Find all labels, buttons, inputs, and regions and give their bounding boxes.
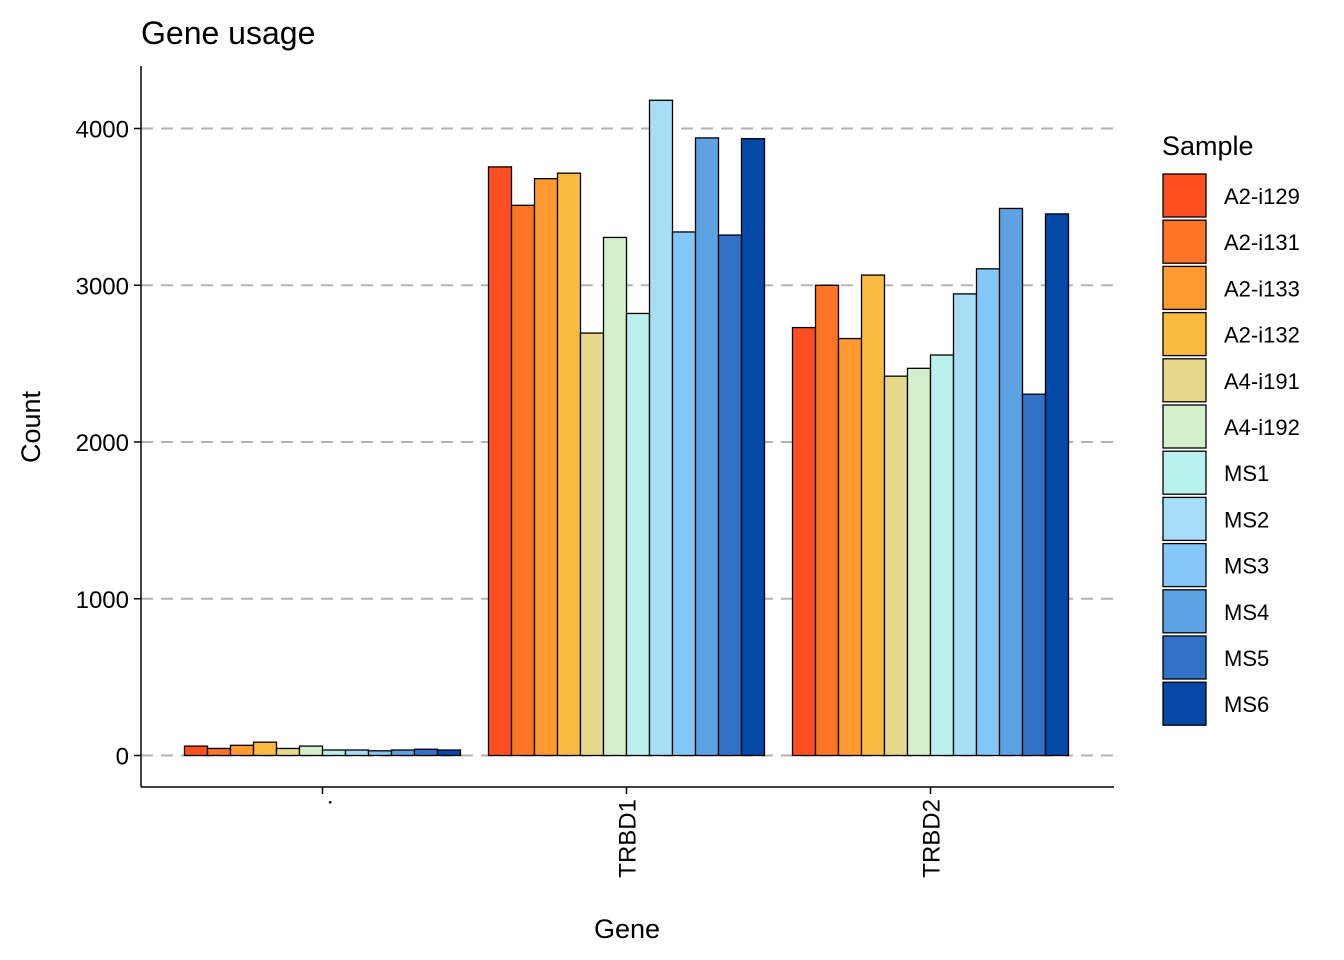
y-axis-title: Count xyxy=(16,390,46,463)
legend-label: A2-i132 xyxy=(1224,323,1300,348)
bar-a2-i132-trbd1 xyxy=(556,172,582,757)
bar-a2-i131-trbd1 xyxy=(510,204,536,757)
bar-ms4-dot xyxy=(390,749,416,757)
bar-ms1-dot xyxy=(321,749,347,757)
legend-swatch xyxy=(1162,635,1207,680)
legend-swatch xyxy=(1162,681,1207,726)
legend-swatch xyxy=(1162,219,1207,264)
legend: Sample A2-i129 A2-i131 A2-i133 A2-i132 A4-i1… xyxy=(1162,131,1300,726)
x-tick-label: TRBD2 xyxy=(919,799,946,878)
legend-swatch xyxy=(1162,311,1207,357)
bar-ms5-dot xyxy=(413,748,439,757)
bar-a4-i191-dot xyxy=(275,747,301,757)
bar-a2-i131-dot xyxy=(206,747,232,757)
legend-swatch xyxy=(1162,173,1207,218)
legend-swatch xyxy=(1162,450,1207,495)
y-tick-label: 4000 xyxy=(76,117,129,144)
bar-ms6-trbd1 xyxy=(740,138,766,757)
bar-a2-i129-dot xyxy=(183,745,209,757)
legend-label: MS4 xyxy=(1224,600,1269,625)
legend-label: A2-i129 xyxy=(1224,184,1300,209)
bar-ms4-trbd2 xyxy=(998,207,1024,757)
legend-title: Sample xyxy=(1162,131,1254,161)
legend-label: A2-i131 xyxy=(1224,230,1300,255)
y-tick-label: 2000 xyxy=(76,430,129,457)
bar-a2-i132-dot xyxy=(252,741,278,757)
x-axis-title: Gene xyxy=(594,914,660,944)
y-ticks: 0 1000 2000 3000 4000 xyxy=(76,117,141,771)
legend-label: MS3 xyxy=(1224,554,1269,579)
bar-a2-i131-trbd2 xyxy=(814,284,840,757)
bar-a2-i133-trbd1 xyxy=(533,178,559,757)
bar-ms3-trbd1 xyxy=(671,231,697,757)
legend-label: MS6 xyxy=(1224,692,1269,717)
legend-label: A4-i192 xyxy=(1224,415,1300,440)
bar-ms6-dot xyxy=(436,749,462,757)
bar-a4-i191-trbd2 xyxy=(883,375,909,757)
bar-ms3-trbd2 xyxy=(975,268,1001,757)
bar-a2-i133-dot xyxy=(229,744,255,757)
bars xyxy=(183,99,1070,757)
legend-swatch xyxy=(1162,404,1207,449)
bar-a2-i132-trbd2 xyxy=(860,274,886,757)
bar-a4-i191-trbd1 xyxy=(579,332,605,757)
bar-a2-i129-trbd2 xyxy=(791,326,817,757)
legend-label: A4-i191 xyxy=(1224,369,1300,394)
legend-swatch xyxy=(1162,265,1207,311)
bar-a2-i133-trbd2 xyxy=(837,337,863,757)
bar-ms1-trbd1 xyxy=(625,312,651,757)
bar-ms2-dot xyxy=(344,749,370,757)
bar-a2-i129-trbd1 xyxy=(487,166,513,757)
legend-swatch xyxy=(1162,589,1207,634)
bar-a4-i192-trbd1 xyxy=(602,236,628,757)
legend-label: MS5 xyxy=(1224,646,1269,671)
bar-ms2-trbd2 xyxy=(952,293,978,757)
bar-a4-i192-trbd2 xyxy=(906,367,932,757)
bar-ms5-trbd1 xyxy=(717,234,743,757)
y-tick-label: 3000 xyxy=(76,273,129,300)
legend-swatch xyxy=(1162,542,1207,588)
chart-title: Gene usage xyxy=(141,15,315,51)
bar-ms4-trbd1 xyxy=(694,137,720,757)
bar-ms6-trbd2 xyxy=(1044,213,1070,757)
bar-ms2-trbd1 xyxy=(648,99,674,757)
bar-ms3-dot xyxy=(367,750,393,757)
y-tick-label: 1000 xyxy=(76,587,129,614)
legend-swatch xyxy=(1162,358,1207,403)
x-ticks: . TRBD1 TRBD2 xyxy=(311,787,946,878)
bar-ms1-trbd2 xyxy=(929,354,955,757)
legend-swatch xyxy=(1162,496,1207,542)
y-tick-label: 0 xyxy=(116,744,129,771)
x-tick-label: . xyxy=(311,799,338,806)
bar-ms5-trbd2 xyxy=(1021,393,1047,757)
x-tick-label: TRBD1 xyxy=(615,799,642,878)
legend-label: MS1 xyxy=(1224,461,1269,486)
bar-a4-i192-dot xyxy=(298,745,324,757)
legend-label: A2-i133 xyxy=(1224,276,1300,301)
legend-label: MS2 xyxy=(1224,507,1269,532)
